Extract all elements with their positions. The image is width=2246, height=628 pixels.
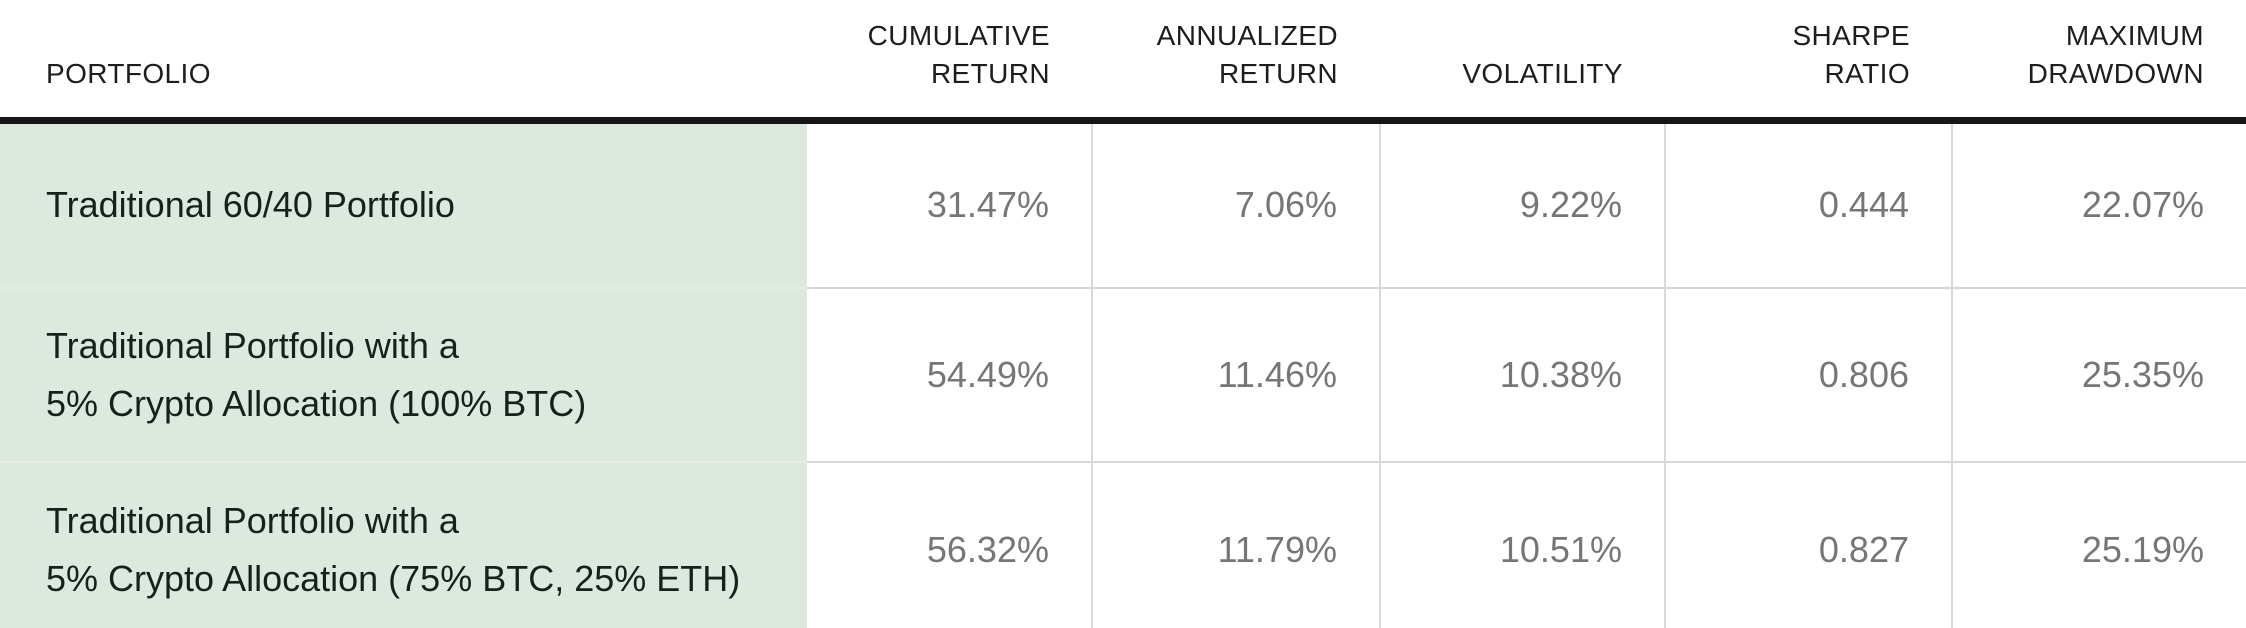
column-header-label: RETURN bbox=[930, 57, 1050, 89]
column-header-label: MAXIMUM bbox=[2065, 19, 2204, 51]
table-body: Traditional 60/40 Portfolio 31.47% 7.06%… bbox=[0, 120, 2246, 628]
portfolio-name-line: Traditional Portfolio with a bbox=[46, 324, 459, 366]
sharpe-ratio-value: 0.827 bbox=[1664, 461, 1952, 628]
column-header-label: SHARPE bbox=[1792, 19, 1910, 51]
annualized-return-value: 7.06% bbox=[1091, 120, 1380, 288]
portfolio-name-line: 5% Crypto Allocation (100% BTC) bbox=[46, 383, 587, 424]
column-header-label: VOLATILITY bbox=[1462, 57, 1623, 89]
table-row: Traditional 60/40 Portfolio 31.47% 7.06%… bbox=[0, 120, 2246, 288]
portfolio-name-line: 5% Crypto Allocation (75% BTC, 25% ETH) bbox=[46, 558, 741, 599]
volatility-value: 10.38% bbox=[1379, 287, 1665, 462]
portfolio-name-line: Traditional Portfolio with a bbox=[46, 499, 459, 541]
portfolio-name-line: Traditional 60/40 Portfolio bbox=[46, 184, 455, 226]
column-header-label: RETURN bbox=[1218, 57, 1338, 89]
column-header-portfolio: PORTFOLIO bbox=[0, 0, 807, 124]
column-header-label: CUMULATIVE bbox=[867, 19, 1050, 51]
sharpe-ratio-value: 0.444 bbox=[1664, 120, 1952, 288]
cumulative-return-value: 56.32% bbox=[807, 461, 1092, 628]
column-header-volatility: VOLATILITY bbox=[1380, 0, 1665, 124]
portfolio-name: Traditional 60/40 Portfolio bbox=[0, 120, 807, 288]
column-header-cumulative-return: CUMULATIVE RETURN bbox=[807, 0, 1092, 124]
column-header-sharpe-ratio: SHARPE RATIO bbox=[1665, 0, 1952, 124]
column-header-label: RATIO bbox=[1824, 57, 1910, 89]
volatility-value: 10.51% bbox=[1379, 461, 1665, 628]
portfolio-name: Traditional Portfolio with a 5% Crypto A… bbox=[0, 461, 807, 628]
cumulative-return-value: 54.49% bbox=[807, 287, 1092, 462]
table-row: Traditional Portfolio with a 5% Crypto A… bbox=[0, 461, 2246, 628]
maximum-drawdown-value: 25.19% bbox=[1951, 461, 2246, 628]
column-header-label: PORTFOLIO bbox=[46, 57, 211, 89]
volatility-value: 9.22% bbox=[1379, 120, 1665, 288]
column-header-label: ANNUALIZED bbox=[1156, 19, 1338, 51]
portfolio-name: Traditional Portfolio with a 5% Crypto A… bbox=[0, 287, 807, 462]
table-row: Traditional Portfolio with a 5% Crypto A… bbox=[0, 287, 2246, 462]
maximum-drawdown-value: 25.35% bbox=[1951, 287, 2246, 462]
cumulative-return-value: 31.47% bbox=[807, 120, 1092, 288]
annualized-return-value: 11.46% bbox=[1091, 287, 1380, 462]
table-header: PORTFOLIO CUMULATIVE RETURN ANNUALIZED R… bbox=[0, 0, 2246, 124]
annualized-return-value: 11.79% bbox=[1091, 461, 1380, 628]
column-header-annualized-return: ANNUALIZED RETURN bbox=[1092, 0, 1380, 124]
maximum-drawdown-value: 22.07% bbox=[1951, 120, 2246, 288]
column-header-maximum-drawdown: MAXIMUM DRAWDOWN bbox=[1952, 0, 2246, 124]
header-row: PORTFOLIO CUMULATIVE RETURN ANNUALIZED R… bbox=[0, 0, 2246, 124]
sharpe-ratio-value: 0.806 bbox=[1664, 287, 1952, 462]
column-header-label: DRAWDOWN bbox=[2027, 57, 2204, 89]
